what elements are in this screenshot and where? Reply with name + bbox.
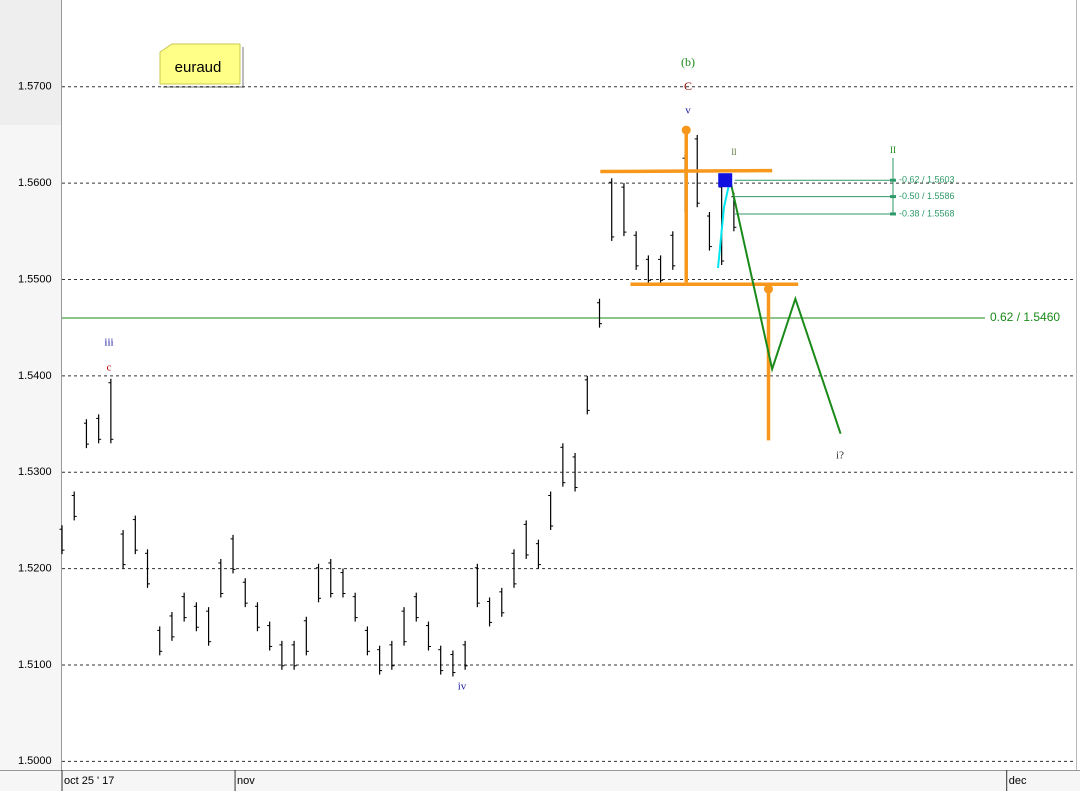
marker xyxy=(718,173,733,188)
price-axis-top xyxy=(0,0,62,125)
y-tick-label: 1.5100 xyxy=(18,659,52,671)
price-axis-panel xyxy=(0,0,62,791)
y-tick-label: 1.5500 xyxy=(18,273,52,285)
wave-label: C xyxy=(684,79,692,93)
x-tick-label: oct 25 ' 17 xyxy=(64,775,114,787)
note-box xyxy=(159,43,241,85)
fib-label: -0.38 / 1.5568 xyxy=(899,208,955,218)
wave-label: (b) xyxy=(681,55,695,69)
orange-dot xyxy=(763,284,773,294)
y-tick-label: 1.5000 xyxy=(18,755,52,767)
y-tick-label: 1.5300 xyxy=(18,466,52,478)
cyan-line xyxy=(717,179,731,269)
wave-label: iv xyxy=(458,681,467,693)
fib-label: -0.50 / 1.5586 xyxy=(899,191,955,201)
wave-label: i? xyxy=(836,450,844,462)
y-tick-label: 1.5600 xyxy=(18,177,52,189)
x-tick-label: nov xyxy=(237,775,255,787)
note: euraud xyxy=(159,43,244,88)
projection-line xyxy=(729,179,842,434)
wave-label: ll xyxy=(731,147,737,157)
wave-label: II xyxy=(890,145,896,155)
fib-label: -0.62 / 1.5603 xyxy=(899,175,955,185)
x-tick-label: dec xyxy=(1009,775,1027,787)
wave-label: c xyxy=(107,362,112,374)
y-tick-label: 1.5200 xyxy=(18,562,52,574)
wave-label: v xyxy=(685,105,691,117)
chart-title: euraud xyxy=(175,59,222,76)
y-tick-label: 1.5400 xyxy=(18,370,52,382)
orange-dot xyxy=(681,125,691,135)
wave-label: iii xyxy=(104,337,113,349)
time-axis-panel xyxy=(0,770,1080,791)
y-tick-label: 1.5700 xyxy=(18,81,52,93)
level-label: 0.62 / 1.5460 xyxy=(990,310,1060,324)
